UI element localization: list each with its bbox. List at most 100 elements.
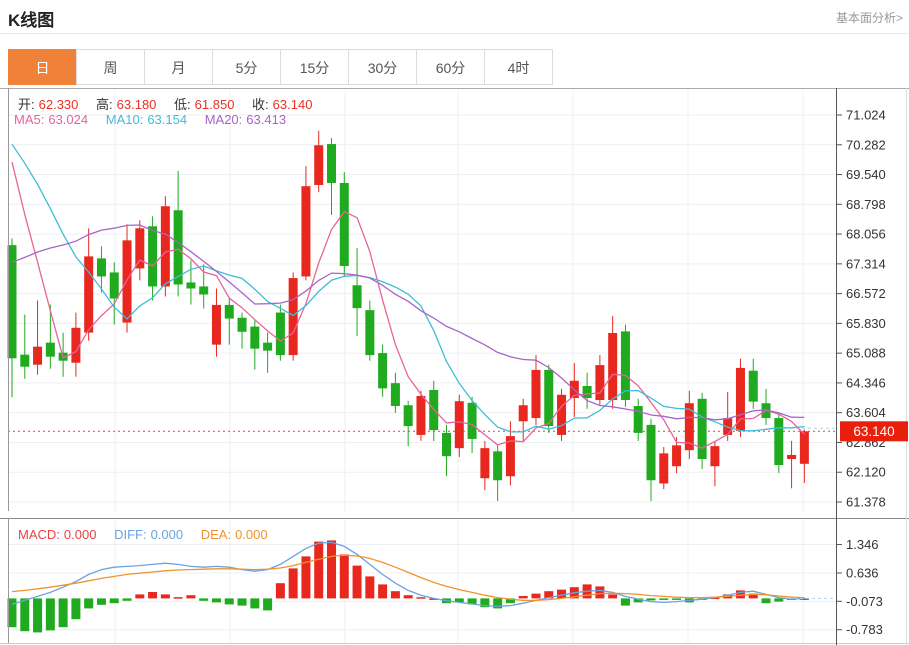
macd-bar xyxy=(173,597,183,599)
price-tick-label: 71.024 xyxy=(846,108,886,123)
candle-body xyxy=(620,331,630,401)
tab-day[interactable]: 日 xyxy=(8,49,77,85)
header-divider xyxy=(0,33,909,34)
diff-value: 0.000 xyxy=(150,527,184,542)
macd-bar xyxy=(186,595,196,599)
candle-body xyxy=(633,406,643,433)
tab-60min[interactable]: 60分 xyxy=(416,49,485,85)
ma5-label: MA5: xyxy=(14,112,45,127)
macd-tick-label: 1.346 xyxy=(846,537,879,552)
macd-bar xyxy=(416,597,426,599)
macd-bar xyxy=(122,598,132,601)
candle-body xyxy=(582,385,592,399)
candle-body xyxy=(684,403,694,451)
candle-body xyxy=(787,454,797,459)
candle-body xyxy=(109,272,119,299)
macd-chart[interactable]: 1.346 0.636 -0.073 -0.783 xyxy=(0,518,909,645)
main-candlestick-chart[interactable]: 71.024 70.282 69.540 68.798 68.056 67.314 66.5… xyxy=(0,88,909,518)
fundamental-analysis-link[interactable]: 基本面分析> xyxy=(835,11,903,25)
low-label: 低: xyxy=(174,97,191,112)
macd-bar xyxy=(84,598,94,609)
macd-bar xyxy=(199,598,209,601)
candle-body xyxy=(173,210,183,285)
candle-body xyxy=(799,431,809,464)
candle-body xyxy=(442,432,452,457)
candles xyxy=(7,130,809,502)
price-tick-label: 66.572 xyxy=(846,286,886,301)
macd-bar xyxy=(20,598,30,632)
macd-bar xyxy=(135,594,145,599)
tab-5min[interactable]: 5分 xyxy=(212,49,281,85)
ohlc-legend: 开: 62.330 高: 63.180 低: 61.850 收: 63.140 xyxy=(18,94,316,113)
close-label: 收: xyxy=(252,97,269,112)
ma10-value: 63.154 xyxy=(147,112,188,127)
macd-label: MACD: xyxy=(18,527,60,542)
macd-bar xyxy=(518,596,528,599)
macd-bar xyxy=(557,589,567,599)
candle-body xyxy=(211,304,221,345)
macd-bar xyxy=(799,598,809,600)
candle-body xyxy=(557,394,567,435)
macd-bar xyxy=(493,598,503,609)
candle-body xyxy=(71,327,81,363)
candle-body xyxy=(659,453,669,484)
macd-bar xyxy=(96,598,106,605)
candle-body xyxy=(199,286,209,295)
dea-value: 0.000 xyxy=(235,527,268,542)
candle-body xyxy=(403,405,413,427)
price-tick-label: 61.378 xyxy=(846,494,886,509)
period-tab-bar: 日 周 月 5分 15分 30分 60分 4时 xyxy=(8,49,553,85)
candle-body xyxy=(148,226,158,287)
macd-bar xyxy=(608,594,618,599)
macd-bar xyxy=(467,598,477,605)
candle-body xyxy=(327,144,336,183)
tab-30min[interactable]: 30分 xyxy=(348,49,417,85)
ma20-value: 63.413 xyxy=(246,112,287,127)
candle-body xyxy=(646,424,656,481)
candle-body xyxy=(378,353,388,389)
low-value: 61.850 xyxy=(194,97,235,112)
macd-bar xyxy=(735,590,745,599)
macd-bar xyxy=(224,598,234,605)
macd-bar xyxy=(211,598,221,603)
candle-body xyxy=(531,369,541,419)
candle-body xyxy=(672,445,682,467)
price-tick-label: 67.314 xyxy=(846,256,886,271)
candle-body xyxy=(595,365,605,401)
macd-tick-label: 0.636 xyxy=(846,565,879,580)
macd-tick-label: -0.783 xyxy=(846,622,883,637)
price-gridlines xyxy=(8,90,836,511)
macd-bar xyxy=(620,598,630,606)
candle-body xyxy=(45,342,55,357)
candle-body xyxy=(96,258,106,277)
tab-4hour[interactable]: 4时 xyxy=(484,49,553,85)
macd-bar xyxy=(275,583,285,599)
macd-bar xyxy=(109,598,119,604)
candle-body xyxy=(608,333,618,401)
tab-month[interactable]: 月 xyxy=(144,49,213,85)
candle-body xyxy=(735,367,745,431)
price-tick-label: 68.798 xyxy=(846,197,886,212)
ma10-line xyxy=(11,143,805,433)
macd-bar xyxy=(339,554,349,599)
macd-bar xyxy=(160,594,170,599)
dea-label: DEA: xyxy=(200,527,232,542)
macd-bar xyxy=(148,592,158,599)
candle-body xyxy=(390,383,400,407)
candle-body xyxy=(518,405,528,422)
tab-15min[interactable]: 15分 xyxy=(280,49,349,85)
candle-body xyxy=(224,304,234,319)
macd-bar xyxy=(390,591,400,599)
macd-bar xyxy=(288,568,298,599)
tab-week[interactable]: 周 xyxy=(76,49,145,85)
macd-bar xyxy=(480,598,490,608)
macd-bar xyxy=(505,598,515,604)
candle-body xyxy=(339,182,349,267)
candle-body xyxy=(263,342,273,351)
macd-bar xyxy=(314,541,324,599)
macd-bar xyxy=(301,556,311,599)
candle-body xyxy=(33,346,43,365)
diff-label: DIFF: xyxy=(114,527,147,542)
candle-body xyxy=(314,145,324,185)
